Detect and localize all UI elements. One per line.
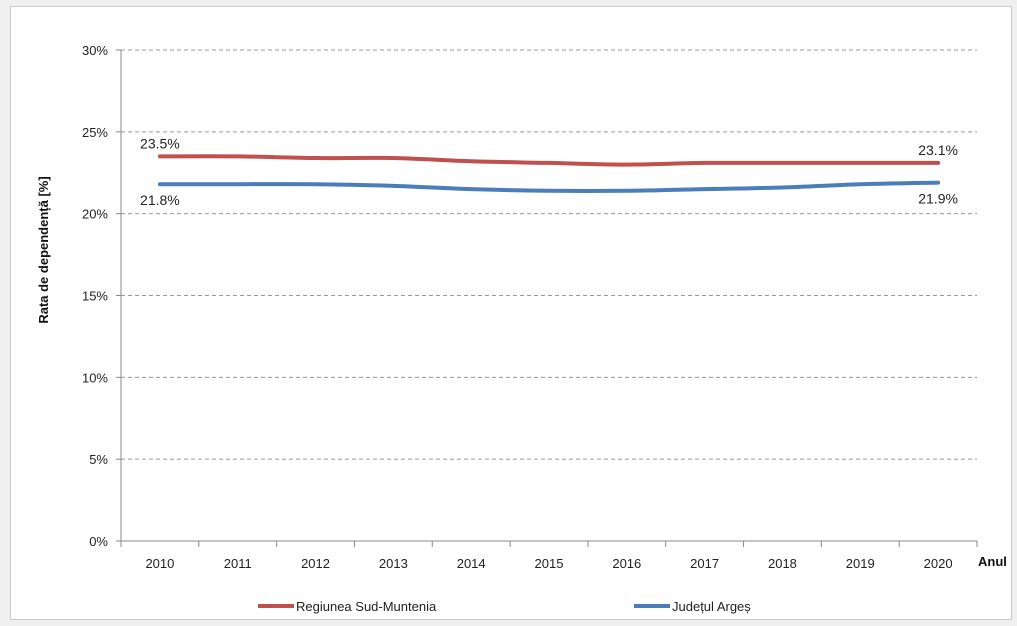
x-tick-label: 2019	[846, 556, 875, 571]
data-label: 21.9%	[918, 191, 958, 207]
y-tick-label: 10%	[82, 370, 108, 385]
y-tick-label: 30%	[82, 43, 108, 58]
gridlines	[121, 49, 977, 460]
y-axis-title: Rata de dependență [%]	[36, 176, 51, 323]
data-labels: 23.5% 23.1% 21.8% 21.9%	[140, 135, 958, 208]
x-tick-label: 2014	[457, 556, 486, 571]
series-line-1	[157, 154, 941, 167]
y-tick-label: 0%	[89, 534, 108, 549]
x-tick-labels: 2010 2011 2012 2013 2014 2015 2016 2017 2018 2019…	[145, 556, 952, 571]
legend-label-2: Județul Argeș	[672, 599, 751, 614]
chart-frame	[10, 6, 1012, 620]
x-tick-label: 2015	[535, 556, 564, 571]
y-tick-label: 25%	[82, 125, 108, 140]
x-tick-label: 2012	[301, 556, 330, 571]
x-tick-label: 2010	[145, 556, 174, 571]
legend: Regiunea Sud-Muntenia Județul Argeș	[258, 599, 751, 614]
legend-label-1: Regiunea Sud-Muntenia	[296, 599, 437, 614]
x-tick-label: 2018	[768, 556, 797, 571]
y-tick-label: 20%	[82, 207, 108, 222]
x-tick-label: 2011	[224, 556, 252, 571]
x-axis-title: Anul	[978, 554, 1007, 569]
series-line-2	[157, 180, 941, 193]
series-lines	[157, 154, 941, 193]
x-tick-label: 2016	[612, 556, 641, 571]
data-label: 21.8%	[140, 192, 180, 208]
data-label: 23.5%	[140, 135, 180, 151]
x-tick-label: 2017	[690, 556, 719, 571]
x-tick-label: 2013	[379, 556, 408, 571]
axes	[116, 49, 978, 547]
data-label: 23.1%	[918, 142, 958, 158]
y-tick-label: 5%	[89, 452, 108, 467]
y-tick-labels: 0% 5% 10% 15% 20% 25% 30%	[82, 43, 108, 549]
y-tick-label: 15%	[82, 289, 108, 304]
x-tick-label: 2020	[924, 556, 953, 571]
